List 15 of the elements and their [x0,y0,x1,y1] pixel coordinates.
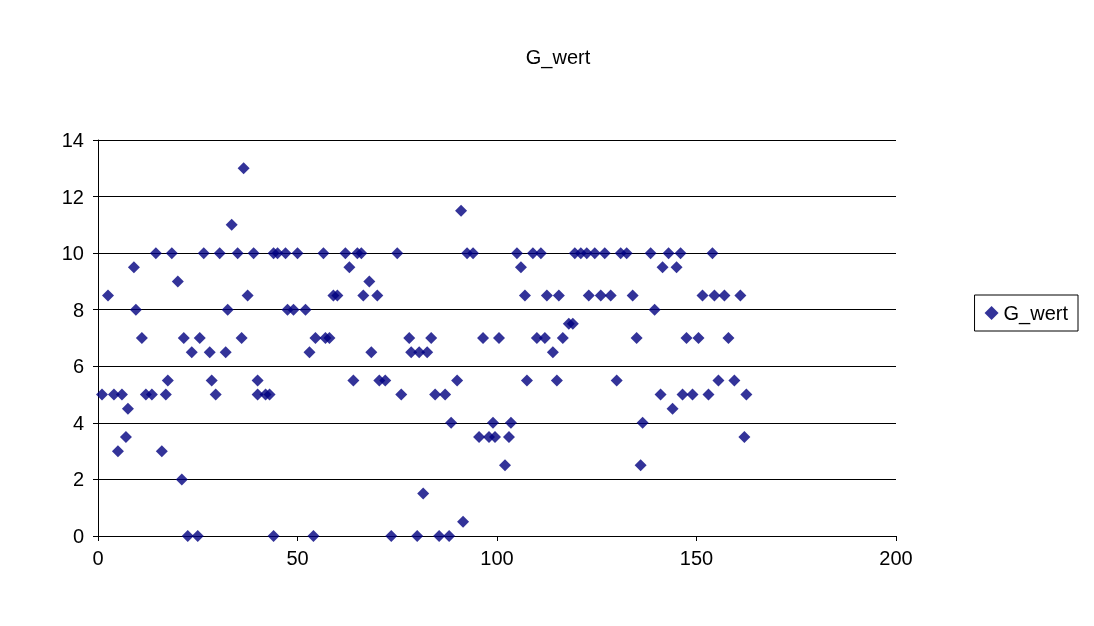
y-tick-label: 10 [61,242,84,265]
chart-title: G_wert [525,46,591,69]
x-tick-label: 200 [879,547,913,569]
y-tick-label: 4 [72,411,84,434]
y-tick-label: 14 [61,129,84,151]
y-tick-label: 12 [61,185,84,208]
x-tick-label: 50 [286,547,309,569]
y-tick-label: 2 [72,468,84,491]
x-tick-label: 0 [92,547,104,569]
y-tick-label: 0 [72,525,84,547]
y-tick-label: 6 [72,355,84,378]
legend-label: G_wert [1003,302,1069,325]
x-tick-label: 100 [480,547,514,569]
y-tick-label: 8 [72,298,84,321]
x-tick-label: 150 [679,547,714,569]
